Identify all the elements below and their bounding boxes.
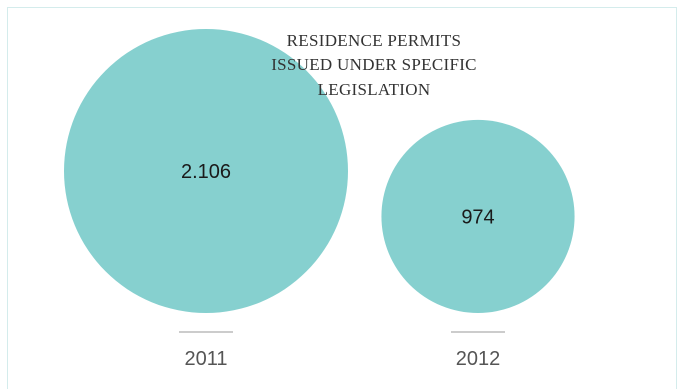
chart-title: RESIDENCE PERMITS ISSUED UNDER SPECIFIC …: [271, 31, 477, 99]
chart-title-line-3: LEGISLATION: [318, 80, 431, 99]
chart-title-line-2: ISSUED UNDER SPECIFIC: [271, 55, 477, 74]
bubbles-layer: 2.106 2011 974 2012: [64, 29, 575, 370]
year-label-2011: 2011: [184, 348, 227, 370]
chart-title-line-1: RESIDENCE PERMITS: [287, 31, 462, 50]
year-label-2012: 2012: [456, 348, 501, 370]
bubble-2011: [64, 29, 348, 313]
value-label-2012: 974: [461, 206, 494, 228]
bubble-2012: [381, 119, 575, 313]
value-label-2011: 2.106: [181, 161, 231, 183]
